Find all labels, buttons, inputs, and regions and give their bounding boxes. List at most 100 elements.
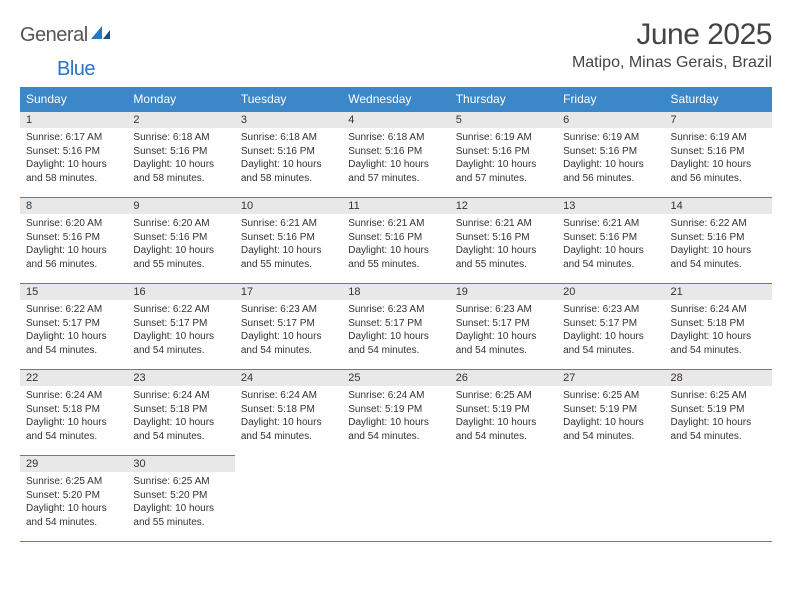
day-number: 14 — [665, 198, 772, 214]
calendar-day-cell: 12Sunrise: 6:21 AMSunset: 5:16 PMDayligh… — [450, 198, 557, 284]
day-details: Sunrise: 6:23 AMSunset: 5:17 PMDaylight:… — [557, 300, 664, 363]
calendar-day-cell: 20Sunrise: 6:23 AMSunset: 5:17 PMDayligh… — [557, 284, 664, 370]
day-number: 15 — [20, 284, 127, 300]
calendar-day-cell: 28Sunrise: 6:25 AMSunset: 5:19 PMDayligh… — [665, 370, 772, 456]
day-details: Sunrise: 6:24 AMSunset: 5:18 PMDaylight:… — [235, 386, 342, 449]
day-details: Sunrise: 6:19 AMSunset: 5:16 PMDaylight:… — [665, 128, 772, 191]
day-number: 10 — [235, 198, 342, 214]
calendar-day-cell: 16Sunrise: 6:22 AMSunset: 5:17 PMDayligh… — [127, 284, 234, 370]
day-details: Sunrise: 6:21 AMSunset: 5:16 PMDaylight:… — [450, 214, 557, 277]
day-details: Sunrise: 6:18 AMSunset: 5:16 PMDaylight:… — [342, 128, 449, 191]
calendar-week-row: 15Sunrise: 6:22 AMSunset: 5:17 PMDayligh… — [20, 284, 772, 370]
calendar-day-cell — [450, 456, 557, 542]
calendar-day-cell: 30Sunrise: 6:25 AMSunset: 5:20 PMDayligh… — [127, 456, 234, 542]
calendar-day-cell: 14Sunrise: 6:22 AMSunset: 5:16 PMDayligh… — [665, 198, 772, 284]
day-details: Sunrise: 6:25 AMSunset: 5:20 PMDaylight:… — [20, 472, 127, 535]
day-number: 18 — [342, 284, 449, 300]
day-number: 8 — [20, 198, 127, 214]
page: General June 2025 Matipo, Minas Gerais, … — [0, 0, 792, 560]
day-number: 23 — [127, 370, 234, 386]
calendar-day-cell: 29Sunrise: 6:25 AMSunset: 5:20 PMDayligh… — [20, 456, 127, 542]
calendar-week-row: 29Sunrise: 6:25 AMSunset: 5:20 PMDayligh… — [20, 456, 772, 542]
day-details: Sunrise: 6:18 AMSunset: 5:16 PMDaylight:… — [235, 128, 342, 191]
calendar-day-cell: 17Sunrise: 6:23 AMSunset: 5:17 PMDayligh… — [235, 284, 342, 370]
day-number: 27 — [557, 370, 664, 386]
calendar-day-cell — [557, 456, 664, 542]
calendar-day-cell: 4Sunrise: 6:18 AMSunset: 5:16 PMDaylight… — [342, 112, 449, 198]
calendar-day-cell: 18Sunrise: 6:23 AMSunset: 5:17 PMDayligh… — [342, 284, 449, 370]
day-number: 26 — [450, 370, 557, 386]
calendar-day-cell: 25Sunrise: 6:24 AMSunset: 5:19 PMDayligh… — [342, 370, 449, 456]
logo-sail-icon — [90, 24, 112, 47]
day-number: 20 — [557, 284, 664, 300]
day-number: 5 — [450, 112, 557, 128]
day-details: Sunrise: 6:22 AMSunset: 5:17 PMDaylight:… — [127, 300, 234, 363]
weekday-header: Friday — [557, 87, 664, 112]
day-details: Sunrise: 6:24 AMSunset: 5:18 PMDaylight:… — [20, 386, 127, 449]
day-number: 9 — [127, 198, 234, 214]
day-details: Sunrise: 6:19 AMSunset: 5:16 PMDaylight:… — [450, 128, 557, 191]
day-details: Sunrise: 6:24 AMSunset: 5:18 PMDaylight:… — [127, 386, 234, 449]
day-details: Sunrise: 6:20 AMSunset: 5:16 PMDaylight:… — [127, 214, 234, 277]
calendar-day-cell — [235, 456, 342, 542]
day-details: Sunrise: 6:23 AMSunset: 5:17 PMDaylight:… — [235, 300, 342, 363]
day-details: Sunrise: 6:23 AMSunset: 5:17 PMDaylight:… — [450, 300, 557, 363]
day-number: 13 — [557, 198, 664, 214]
calendar-day-cell: 8Sunrise: 6:20 AMSunset: 5:16 PMDaylight… — [20, 198, 127, 284]
day-details: Sunrise: 6:21 AMSunset: 5:16 PMDaylight:… — [235, 214, 342, 277]
logo-text-general: General — [20, 24, 88, 47]
weekday-header: Wednesday — [342, 87, 449, 112]
calendar-day-cell: 26Sunrise: 6:25 AMSunset: 5:19 PMDayligh… — [450, 370, 557, 456]
calendar-day-cell: 5Sunrise: 6:19 AMSunset: 5:16 PMDaylight… — [450, 112, 557, 198]
day-number: 25 — [342, 370, 449, 386]
logo: General — [20, 24, 112, 47]
calendar-day-cell: 2Sunrise: 6:18 AMSunset: 5:16 PMDaylight… — [127, 112, 234, 198]
day-details: Sunrise: 6:22 AMSunset: 5:17 PMDaylight:… — [20, 300, 127, 363]
calendar-body: 1Sunrise: 6:17 AMSunset: 5:16 PMDaylight… — [20, 112, 772, 542]
day-details: Sunrise: 6:25 AMSunset: 5:19 PMDaylight:… — [665, 386, 772, 449]
day-details: Sunrise: 6:21 AMSunset: 5:16 PMDaylight:… — [557, 214, 664, 277]
weekday-header: Monday — [127, 87, 234, 112]
calendar-day-cell: 27Sunrise: 6:25 AMSunset: 5:19 PMDayligh… — [557, 370, 664, 456]
logo-text-blue: Blue — [57, 58, 95, 80]
weekday-header-row: Sunday Monday Tuesday Wednesday Thursday… — [20, 87, 772, 112]
weekday-header: Sunday — [20, 87, 127, 112]
calendar-day-cell — [342, 456, 449, 542]
day-details: Sunrise: 6:21 AMSunset: 5:16 PMDaylight:… — [342, 214, 449, 277]
day-details: Sunrise: 6:20 AMSunset: 5:16 PMDaylight:… — [20, 214, 127, 277]
day-details: Sunrise: 6:24 AMSunset: 5:19 PMDaylight:… — [342, 386, 449, 449]
day-number: 1 — [20, 112, 127, 128]
calendar-week-row: 1Sunrise: 6:17 AMSunset: 5:16 PMDaylight… — [20, 112, 772, 198]
calendar-day-cell: 3Sunrise: 6:18 AMSunset: 5:16 PMDaylight… — [235, 112, 342, 198]
day-number: 19 — [450, 284, 557, 300]
calendar-day-cell: 22Sunrise: 6:24 AMSunset: 5:18 PMDayligh… — [20, 370, 127, 456]
weekday-header: Saturday — [665, 87, 772, 112]
day-details: Sunrise: 6:17 AMSunset: 5:16 PMDaylight:… — [20, 128, 127, 191]
day-number: 7 — [665, 112, 772, 128]
calendar-day-cell: 7Sunrise: 6:19 AMSunset: 5:16 PMDaylight… — [665, 112, 772, 198]
calendar-day-cell: 15Sunrise: 6:22 AMSunset: 5:17 PMDayligh… — [20, 284, 127, 370]
day-details: Sunrise: 6:23 AMSunset: 5:17 PMDaylight:… — [342, 300, 449, 363]
day-details: Sunrise: 6:24 AMSunset: 5:18 PMDaylight:… — [665, 300, 772, 363]
calendar-day-cell: 21Sunrise: 6:24 AMSunset: 5:18 PMDayligh… — [665, 284, 772, 370]
day-details: Sunrise: 6:22 AMSunset: 5:16 PMDaylight:… — [665, 214, 772, 277]
day-number: 11 — [342, 198, 449, 214]
day-number: 2 — [127, 112, 234, 128]
day-number: 3 — [235, 112, 342, 128]
day-number: 16 — [127, 284, 234, 300]
calendar-table: Sunday Monday Tuesday Wednesday Thursday… — [20, 87, 772, 542]
day-number: 28 — [665, 370, 772, 386]
calendar-day-cell: 13Sunrise: 6:21 AMSunset: 5:16 PMDayligh… — [557, 198, 664, 284]
day-details: Sunrise: 6:25 AMSunset: 5:19 PMDaylight:… — [557, 386, 664, 449]
weekday-header: Tuesday — [235, 87, 342, 112]
calendar-day-cell: 19Sunrise: 6:23 AMSunset: 5:17 PMDayligh… — [450, 284, 557, 370]
day-number: 17 — [235, 284, 342, 300]
day-number: 29 — [20, 456, 127, 472]
calendar-day-cell: 1Sunrise: 6:17 AMSunset: 5:16 PMDaylight… — [20, 112, 127, 198]
calendar-day-cell: 10Sunrise: 6:21 AMSunset: 5:16 PMDayligh… — [235, 198, 342, 284]
day-details: Sunrise: 6:25 AMSunset: 5:20 PMDaylight:… — [127, 472, 234, 535]
day-number: 24 — [235, 370, 342, 386]
calendar-day-cell: 23Sunrise: 6:24 AMSunset: 5:18 PMDayligh… — [127, 370, 234, 456]
day-details: Sunrise: 6:19 AMSunset: 5:16 PMDaylight:… — [557, 128, 664, 191]
calendar-day-cell: 6Sunrise: 6:19 AMSunset: 5:16 PMDaylight… — [557, 112, 664, 198]
